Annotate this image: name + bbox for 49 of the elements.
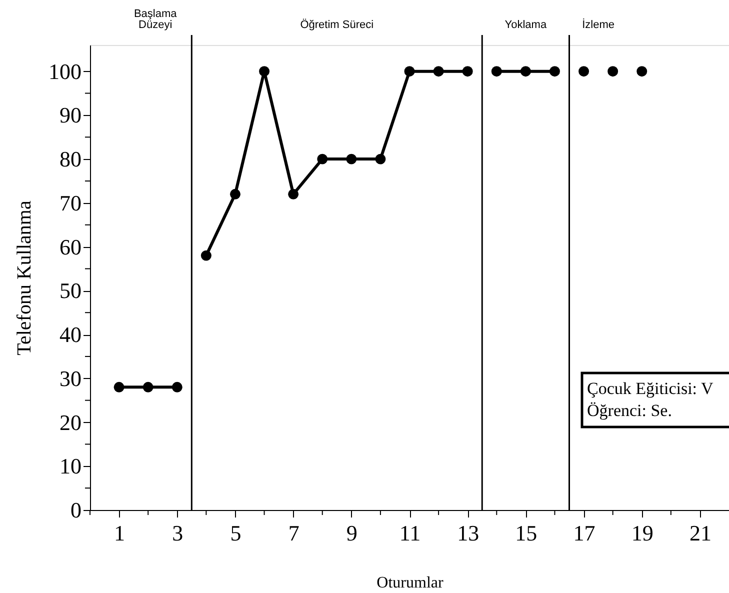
point: [200, 250, 212, 261]
y-tick-label: 70: [60, 190, 82, 216]
y-tick-label: 40: [60, 322, 82, 348]
point: [578, 66, 590, 77]
x-tick-label: 9: [346, 520, 358, 546]
point: [433, 66, 444, 77]
text: Yoklama: [504, 19, 548, 31]
annotation: Çocuk Eğiticisi: V: [587, 379, 714, 398]
text: Öğretim Süreci: [300, 18, 374, 31]
x-tick-label: 1: [114, 520, 126, 546]
y-tick-label: 90: [60, 102, 82, 128]
x-tick-label: 5: [230, 520, 242, 546]
y-axis-title: Telefonu Kullanma: [14, 200, 36, 356]
point: [549, 66, 560, 77]
point: [462, 66, 473, 77]
x-tick-label: 21: [689, 520, 712, 546]
annotation: Öğrenci: Se.: [587, 401, 672, 420]
y-tick-label: 0: [70, 498, 82, 522]
y-tick-label: 50: [60, 278, 82, 304]
text: İzleme: [582, 18, 614, 31]
x-tick-label: 7: [288, 520, 300, 546]
text: Başlama Düzeyi: [134, 8, 178, 31]
point: [114, 382, 124, 392]
x-tick-label: 13: [457, 520, 480, 546]
point: [317, 154, 328, 164]
point: [172, 382, 182, 392]
x-tick-label: 3: [172, 520, 184, 546]
x-tick-label: 17: [573, 520, 596, 546]
point: [491, 66, 502, 77]
x-axis-title: Oturumlar: [376, 574, 444, 592]
point: [608, 66, 618, 77]
y-tick-label: 20: [60, 410, 82, 435]
point: [142, 382, 154, 392]
x-tick-label: 15: [515, 520, 538, 546]
point: [346, 154, 357, 164]
point: [636, 66, 648, 77]
point: [230, 188, 240, 200]
point: [375, 154, 386, 164]
y-tick-label: 30: [60, 366, 82, 391]
x-tick-label: 11: [399, 520, 421, 546]
y-tick-label: 80: [60, 146, 82, 172]
point: [404, 66, 415, 77]
point: [520, 66, 531, 77]
point: [288, 188, 299, 200]
y-tick-label: 10: [60, 454, 82, 479]
y-tick-label: 60: [60, 234, 82, 260]
point: [259, 66, 270, 77]
x-tick-label: 19: [631, 520, 654, 546]
y-tick-label: 100: [48, 58, 82, 84]
